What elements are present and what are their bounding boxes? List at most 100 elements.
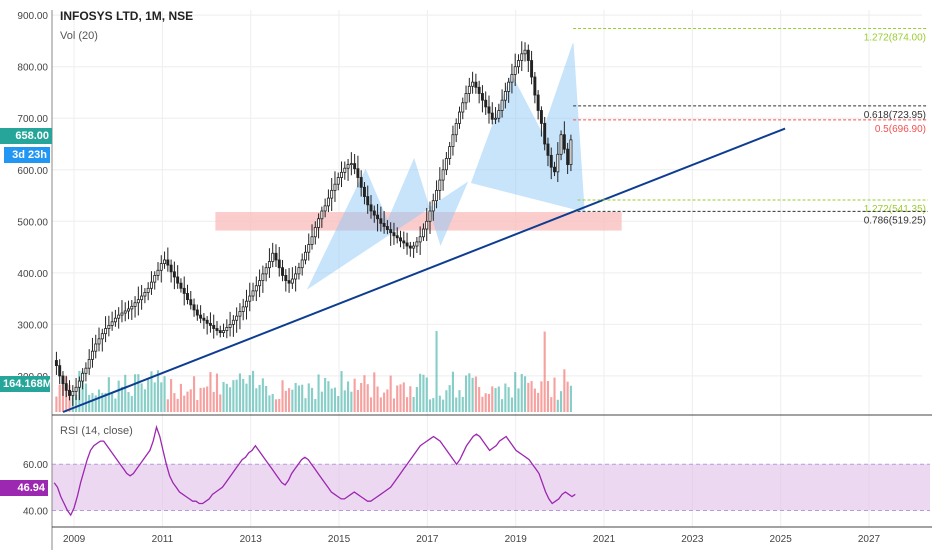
candle-body: [477, 86, 481, 94]
candle-body: [428, 210, 432, 222]
volume-bar: [484, 393, 487, 412]
rsi-line: [53, 424, 576, 517]
chart-title: INFOSYS LTD, 1M, NSE: [60, 9, 194, 23]
fib-label: 0.5(696.90): [875, 124, 926, 135]
candle-body: [543, 122, 547, 145]
candle-body: [382, 222, 386, 227]
volume-bar: [487, 393, 491, 412]
candle-body: [458, 111, 461, 124]
volume-bar: [255, 388, 258, 412]
volume-bar: [458, 390, 461, 412]
candle-body: [74, 386, 78, 392]
fib-label: 0.786(519.25): [864, 215, 926, 226]
volume-bar: [97, 389, 101, 412]
candle-body: [533, 76, 537, 96]
volume-bar: [376, 386, 379, 412]
candle-body: [84, 367, 88, 374]
candle-body: [248, 295, 252, 302]
candle-body: [81, 372, 85, 382]
candle-body: [487, 106, 491, 114]
volume-bar: [127, 392, 130, 412]
volume-bar: [333, 387, 337, 412]
volume-bar: [199, 387, 202, 412]
volume-bar: [442, 399, 445, 412]
volume-bar: [301, 384, 304, 412]
candle-body: [566, 148, 570, 166]
candle-body: [258, 280, 262, 287]
volume-bar: [137, 374, 140, 412]
volume-bar: [369, 397, 373, 412]
volume-bar: [438, 395, 441, 412]
axes: 900.00 800.00 700.00 600.00 500.00 400.00 300.…: [17, 10, 932, 550]
candle-body: [385, 226, 389, 230]
volume-bar: [360, 382, 363, 412]
volume-bar: [327, 381, 330, 412]
volume-bar: [314, 399, 317, 412]
rsi-indicator-label[interactable]: RSI (14, close): [60, 425, 133, 437]
candle-body: [176, 276, 180, 284]
volume-bar: [468, 373, 471, 412]
candle-body: [231, 319, 235, 325]
candle-body: [353, 163, 357, 170]
candle-body: [513, 66, 517, 75]
candle-body: [97, 338, 101, 345]
volume-bar: [173, 393, 176, 412]
volume-bar: [324, 378, 327, 412]
candle-body: [140, 295, 144, 301]
volume-bar: [232, 380, 235, 412]
volume-bar: [494, 388, 497, 412]
volume-bar: [212, 391, 215, 412]
volume-bar: [215, 373, 219, 412]
candle-body: [474, 81, 478, 88]
volume-bar: [55, 396, 58, 412]
volume-bar: [504, 383, 507, 412]
volume-bar: [104, 392, 107, 412]
volume-bar: [261, 378, 264, 412]
trendline[interactable]: [62, 127, 786, 413]
candle-body: [218, 330, 222, 334]
rsi-tick-label: 40.00: [23, 506, 48, 517]
candle-body: [480, 93, 484, 101]
candle-body: [425, 220, 429, 230]
volume-bar: [111, 393, 114, 412]
volume-bar: [569, 385, 572, 412]
candle-body: [517, 60, 520, 68]
volume-bar: [451, 371, 455, 412]
volume-indicator-label[interactable]: Vol (20): [60, 30, 98, 42]
volume-bar: [501, 399, 504, 412]
volume-bar: [245, 383, 248, 412]
volume-bar: [543, 331, 546, 412]
candle-body: [494, 117, 498, 120]
candle-body: [539, 110, 543, 124]
volume-bar: [160, 382, 163, 412]
candle-body: [182, 287, 186, 294]
candle-body: [143, 292, 147, 297]
volume-bar: [176, 398, 179, 412]
volume-bar: [166, 399, 169, 412]
candle-body: [212, 325, 216, 329]
rsi-band: [52, 464, 930, 511]
candle-body: [192, 304, 196, 311]
time-tick-label: 2009: [63, 534, 86, 545]
volume-bar: [84, 383, 87, 412]
volume-bar: [350, 391, 353, 412]
candle-body: [267, 261, 271, 269]
volume-bar: [553, 377, 556, 412]
candle-body: [199, 314, 203, 319]
volume-bar: [265, 385, 268, 412]
candle-body: [356, 168, 360, 178]
volume-bar: [497, 386, 500, 412]
candle-body: [389, 229, 393, 234]
candle-body: [136, 299, 140, 304]
candle-body: [235, 315, 239, 321]
price-tick-label: 300.00: [17, 320, 48, 331]
candle-body: [294, 273, 298, 280]
candle-body: [461, 102, 465, 113]
volume-bar: [399, 384, 402, 412]
candle-body: [284, 275, 288, 281]
candle-body: [156, 269, 160, 276]
candle-body: [77, 380, 81, 388]
candle-body: [228, 323, 232, 328]
volume-bar: [546, 380, 550, 412]
